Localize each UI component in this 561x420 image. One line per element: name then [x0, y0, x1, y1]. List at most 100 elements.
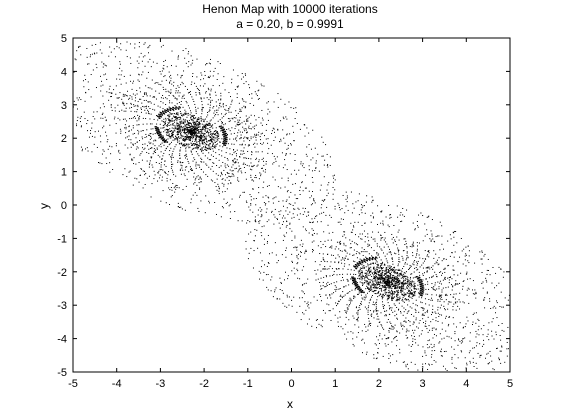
- data-point-spoke: [360, 301, 362, 303]
- data-point-spoke: [408, 269, 410, 270]
- data-point-spoke: [435, 261, 437, 263]
- data-point-halo: [278, 200, 280, 202]
- data-point-halo: [276, 218, 278, 220]
- data-point-arc: [161, 114, 163, 116]
- data-point-core: [178, 127, 180, 129]
- data-point-halo: [216, 189, 218, 191]
- data-point-spoke: [406, 328, 408, 330]
- data-point-halo: [129, 57, 131, 59]
- data-point-core: [383, 283, 385, 285]
- data-point-halo: [178, 55, 180, 57]
- data-point-core: [175, 117, 177, 119]
- data-point-arc: [223, 141, 225, 143]
- data-point-core: [410, 289, 412, 291]
- data-point-halo: [282, 221, 284, 223]
- data-point-spoke: [233, 143, 235, 145]
- data-point-core: [193, 114, 195, 116]
- data-point-core: [177, 132, 179, 134]
- data-point-halo: [435, 328, 437, 330]
- data-point-spoke: [215, 157, 217, 159]
- data-point-halo: [114, 116, 116, 118]
- data-point-spoke: [170, 158, 172, 160]
- data-point-core: [396, 283, 398, 285]
- data-point-spoke: [228, 108, 230, 110]
- data-point-halo: [175, 188, 177, 190]
- data-point-core: [385, 276, 387, 278]
- data-point-halo: [95, 87, 97, 89]
- data-point-core: [380, 278, 382, 280]
- data-point-core: [390, 271, 392, 273]
- data-point-halo: [377, 325, 379, 327]
- data-point-core: [368, 282, 370, 284]
- data-point-spoke: [396, 300, 398, 302]
- data-point-core: [215, 130, 217, 132]
- data-point-arc: [161, 113, 163, 115]
- data-point-core: [377, 278, 379, 280]
- data-point-halo: [221, 206, 223, 208]
- data-point-arc: [358, 261, 360, 263]
- data-point-spoke: [220, 99, 222, 101]
- data-point-arc: [369, 257, 371, 259]
- data-point-halo: [473, 347, 475, 349]
- data-point-core: [381, 277, 383, 279]
- data-point-halo: [113, 89, 115, 91]
- data-point-core: [403, 276, 405, 278]
- data-point-core: [194, 128, 196, 129]
- data-point-halo: [493, 338, 495, 340]
- data-point-halo: [457, 338, 459, 340]
- data-point-spoke: [170, 92, 172, 94]
- data-point-spoke: [424, 298, 426, 300]
- data-point-halo: [265, 195, 267, 197]
- data-point-halo: [265, 129, 267, 131]
- data-point-spoke: [392, 263, 394, 265]
- data-point-halo: [181, 97, 183, 99]
- data-point-spoke: [229, 153, 231, 155]
- data-point-core: [209, 124, 211, 126]
- data-point-halo: [73, 71, 75, 73]
- data-point-halo: [188, 171, 190, 173]
- data-point-spoke: [369, 299, 371, 301]
- data-point-core: [195, 128, 197, 130]
- data-point-spoke: [133, 104, 135, 106]
- data-point-halo: [170, 89, 172, 91]
- data-point-halo: [205, 195, 207, 197]
- data-point-halo: [99, 42, 101, 44]
- data-point-halo: [322, 309, 324, 311]
- data-point-arc: [356, 264, 358, 266]
- data-point-core: [184, 128, 186, 130]
- data-point-spoke: [408, 320, 410, 322]
- data-point-halo: [114, 56, 116, 58]
- data-point-spoke: [348, 305, 350, 307]
- data-point-spoke: [392, 236, 394, 238]
- data-point-halo: [194, 192, 196, 194]
- data-point-spoke: [227, 110, 229, 112]
- data-point-core: [211, 133, 213, 135]
- data-point-halo: [234, 162, 236, 164]
- data-point-arc: [224, 136, 226, 138]
- data-point-spoke: [368, 302, 370, 304]
- data-point-core: [176, 122, 178, 124]
- data-point-halo: [232, 161, 234, 163]
- data-point-halo: [253, 250, 255, 252]
- data-point-spoke: [371, 255, 373, 257]
- data-point-spoke: [415, 317, 417, 319]
- data-point-core: [202, 150, 204, 152]
- data-point-core: [366, 280, 368, 282]
- data-point-spoke: [406, 251, 408, 253]
- data-point-halo: [287, 180, 289, 182]
- data-point-halo: [425, 320, 427, 322]
- data-point-core: [377, 277, 379, 279]
- data-point-arc: [415, 276, 417, 278]
- data-point-arc: [172, 107, 174, 109]
- data-point-halo: [85, 148, 87, 150]
- data-point-halo: [427, 281, 429, 283]
- data-point-halo: [132, 159, 134, 161]
- data-point-core: [168, 124, 170, 126]
- data-point-spoke: [340, 299, 342, 301]
- data-point-halo: [114, 107, 116, 109]
- data-point-core: [370, 279, 372, 281]
- data-point-halo: [103, 125, 105, 127]
- data-point-halo: [74, 58, 76, 60]
- data-point-halo: [323, 199, 325, 201]
- data-point-core: [371, 272, 373, 274]
